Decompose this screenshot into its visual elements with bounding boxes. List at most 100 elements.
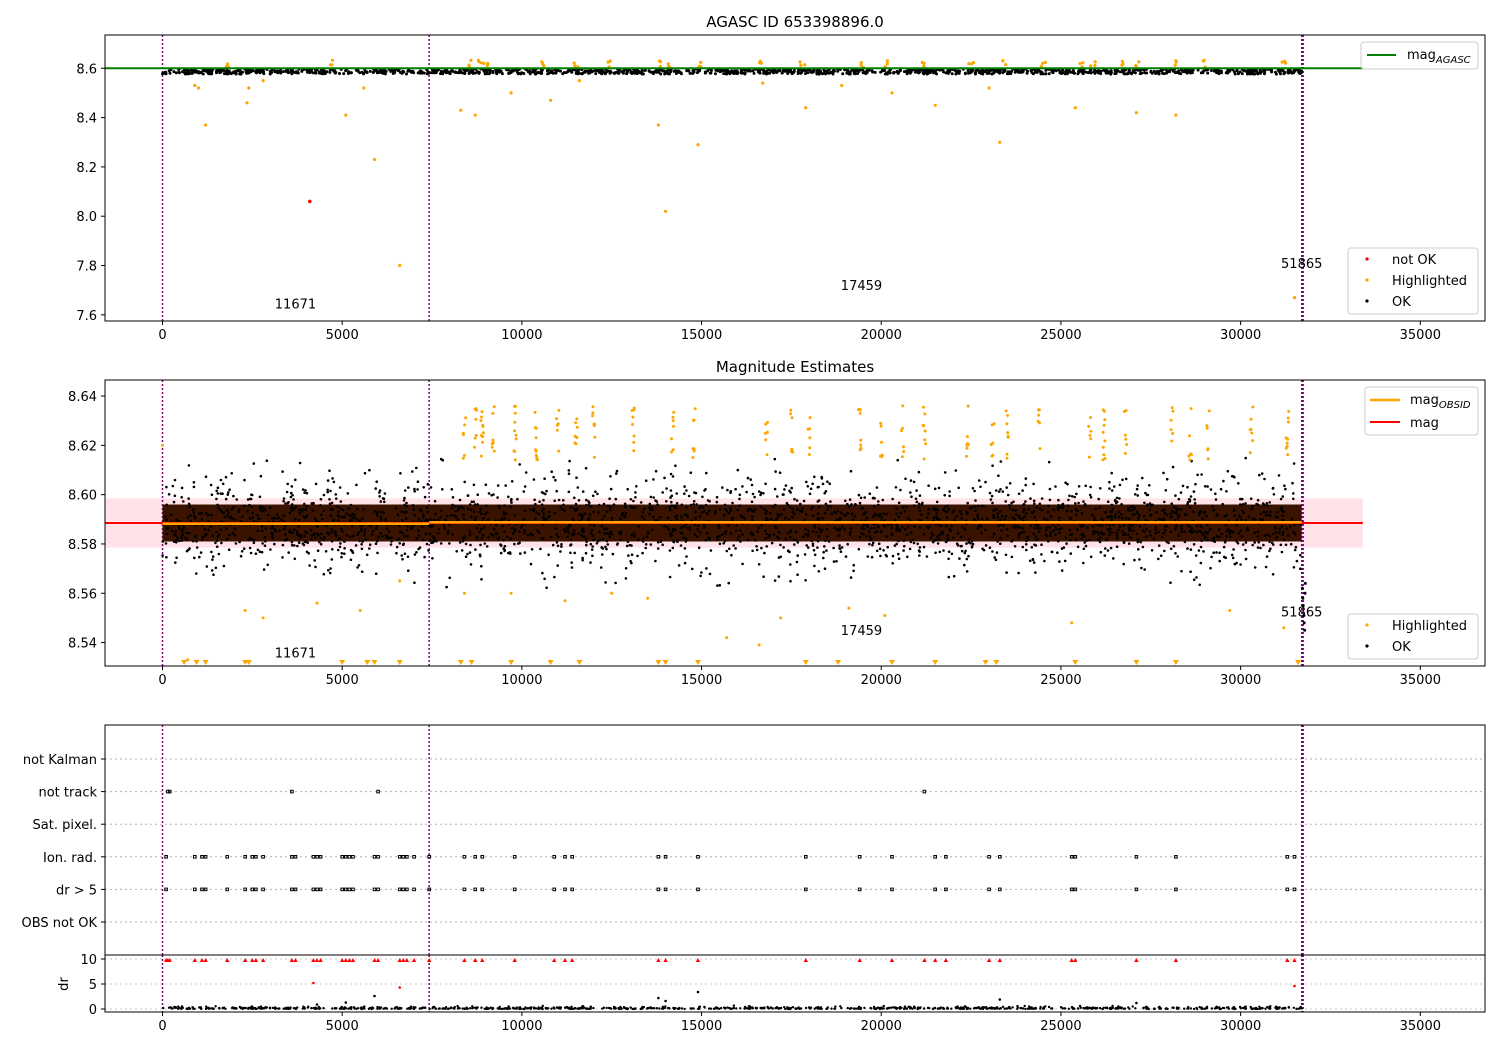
- ok-point: [826, 508, 829, 511]
- ok-point: [215, 70, 218, 73]
- ok-point: [749, 70, 752, 73]
- ok-point: [652, 478, 655, 481]
- ok-point: [764, 530, 767, 533]
- ok-point: [1294, 549, 1297, 552]
- ok-point: [664, 70, 667, 73]
- ok-point: [1170, 548, 1173, 551]
- clipped-marker: [181, 660, 187, 665]
- ok-point: [547, 516, 550, 519]
- clipped-marker: [655, 660, 661, 665]
- ok-point: [462, 507, 465, 510]
- ok-point: [966, 502, 969, 505]
- ok-point: [1106, 71, 1109, 74]
- ok-point: [582, 490, 585, 493]
- ok-point: [1114, 516, 1117, 519]
- ok-point: [982, 70, 985, 73]
- ok-point: [240, 555, 243, 558]
- highlighted-point: [779, 616, 782, 619]
- ok-point: [192, 511, 195, 514]
- ok-point: [399, 531, 402, 534]
- ok-point: [1193, 543, 1196, 546]
- ok-point: [198, 556, 201, 559]
- highlighted-point: [808, 436, 811, 439]
- ok-point: [511, 527, 514, 530]
- ok-point: [545, 518, 548, 521]
- ok-point: [178, 528, 181, 531]
- ok-point: [360, 543, 363, 546]
- ok-point: [184, 73, 187, 76]
- ok-point: [580, 534, 583, 537]
- ok-point: [627, 541, 630, 544]
- ok-point: [789, 70, 792, 73]
- ok-point: [340, 556, 343, 559]
- clipped-marker: [1133, 660, 1139, 665]
- ok-point: [1268, 541, 1271, 544]
- ok-point: [815, 531, 818, 534]
- ok-point: [298, 509, 301, 512]
- highlighted-point: [491, 412, 494, 415]
- highlighted-point: [799, 64, 802, 67]
- ok-point: [810, 540, 813, 543]
- ok-point: [414, 553, 417, 556]
- ok-point: [885, 513, 888, 516]
- ok-point: [180, 496, 183, 499]
- ok-point: [368, 469, 371, 472]
- highlighted-point: [859, 439, 862, 442]
- ok-point: [210, 514, 213, 517]
- flag-marker: [513, 856, 516, 859]
- ok-point: [199, 71, 202, 74]
- ok-point: [669, 71, 672, 74]
- ok-point: [1178, 498, 1181, 501]
- ok-point: [995, 559, 998, 562]
- ok-point: [554, 479, 557, 482]
- ok-point: [888, 70, 891, 73]
- ok-point: [674, 464, 677, 467]
- ok-point: [1127, 533, 1130, 536]
- ok-point: [321, 518, 324, 521]
- ok-point: [525, 471, 528, 474]
- ok-point: [1127, 70, 1130, 73]
- ok-point: [481, 537, 484, 540]
- ok-point: [751, 550, 754, 553]
- ok-point: [273, 69, 276, 72]
- ok-point: [778, 575, 781, 578]
- ok-point: [574, 510, 577, 513]
- flag-row-label: dr > 5: [56, 883, 97, 898]
- ok-point: [824, 539, 827, 542]
- panel-agasc-title: AGASC ID 653398896.0: [706, 13, 884, 31]
- ok-point: [356, 566, 359, 569]
- ok-point: [261, 551, 264, 554]
- ok-point: [814, 554, 817, 557]
- ok-point: [876, 486, 879, 489]
- highlighted-point: [900, 429, 903, 432]
- obsid-label-p1: 11671: [275, 298, 316, 313]
- ok-point: [714, 72, 717, 75]
- highlighted-point: [463, 424, 466, 427]
- highlighted-point: [789, 409, 792, 412]
- ok-point: [754, 539, 757, 542]
- ok-point: [1012, 501, 1015, 504]
- ok-point: [265, 527, 268, 530]
- ok-point: [1217, 69, 1220, 72]
- ok-point: [427, 72, 430, 75]
- ok-point: [598, 504, 601, 507]
- ok-point: [401, 558, 404, 561]
- ok-point: [246, 510, 249, 513]
- ok-point: [340, 500, 343, 503]
- ok-point: [989, 546, 992, 549]
- ok-point: [331, 540, 334, 543]
- flag-marker: [1286, 888, 1289, 891]
- ok-point: [413, 490, 416, 493]
- ok-point: [1036, 506, 1039, 509]
- panel-magnitude-title: Magnitude Estimates: [716, 358, 874, 376]
- ok-point: [613, 503, 616, 506]
- ok-point: [1246, 73, 1249, 76]
- ok-point: [487, 518, 490, 521]
- ok-point: [182, 500, 185, 503]
- ok-point: [1057, 504, 1060, 507]
- ok-point: [605, 548, 608, 551]
- ok-point: [541, 503, 544, 506]
- ok-point: [793, 498, 796, 501]
- ok-point: [323, 72, 326, 75]
- ok-point: [261, 542, 264, 545]
